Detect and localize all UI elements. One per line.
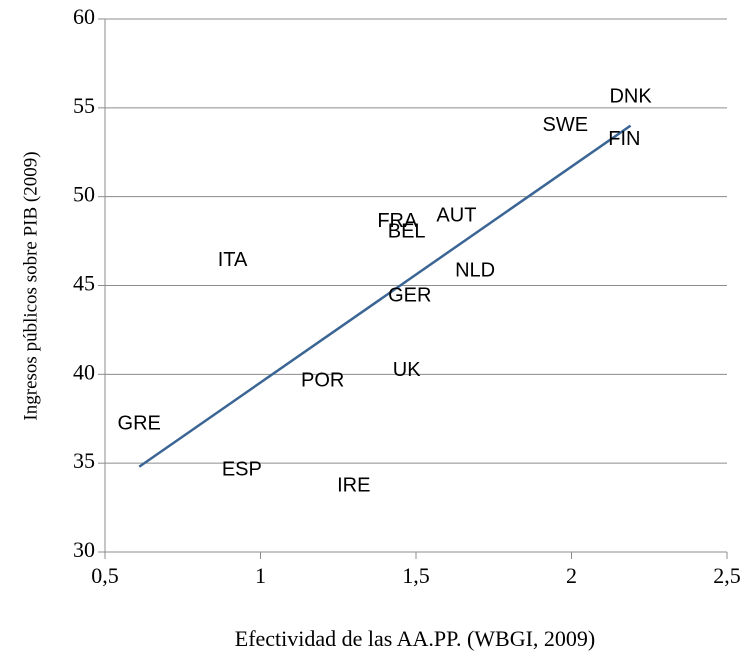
country-label: ESP bbox=[222, 459, 262, 481]
country-label: BEL bbox=[388, 220, 426, 242]
country-label: ITA bbox=[218, 249, 248, 271]
country-label: DNK bbox=[609, 85, 652, 107]
y-tick-label: 40 bbox=[73, 359, 95, 384]
x-tick-label: 2 bbox=[566, 563, 577, 588]
x-tick-label: 1 bbox=[255, 563, 266, 588]
y-tick-label: 55 bbox=[73, 93, 95, 118]
y-tick-label: 60 bbox=[73, 4, 95, 29]
y-tick-label: 50 bbox=[73, 182, 95, 207]
y-tick-label: 30 bbox=[73, 537, 95, 562]
x-tick-label: 1,5 bbox=[402, 563, 430, 588]
x-tick-label: 2,5 bbox=[713, 563, 741, 588]
x-tick-label: 0,5 bbox=[91, 563, 119, 588]
country-label: FIN bbox=[608, 128, 640, 150]
country-label: FRA bbox=[377, 210, 418, 232]
trendline bbox=[138, 124, 632, 468]
country-label: IRE bbox=[337, 475, 370, 497]
country-label: NLD bbox=[455, 260, 495, 282]
y-axis-title: Ingresos públicos sobre PIB (2009) bbox=[20, 151, 41, 420]
country-label: GRE bbox=[118, 412, 161, 434]
x-axis-title: Efectividad de las AA.PP. (WBGI, 2009) bbox=[235, 626, 596, 651]
country-label: SWE bbox=[542, 114, 588, 136]
y-tick-label: 35 bbox=[73, 448, 95, 473]
country-label: AUT bbox=[436, 204, 476, 226]
country-label: UK bbox=[393, 359, 421, 381]
y-tick-label: 45 bbox=[73, 271, 95, 296]
country-label: POR bbox=[301, 370, 344, 392]
country-label: GER bbox=[388, 284, 431, 306]
